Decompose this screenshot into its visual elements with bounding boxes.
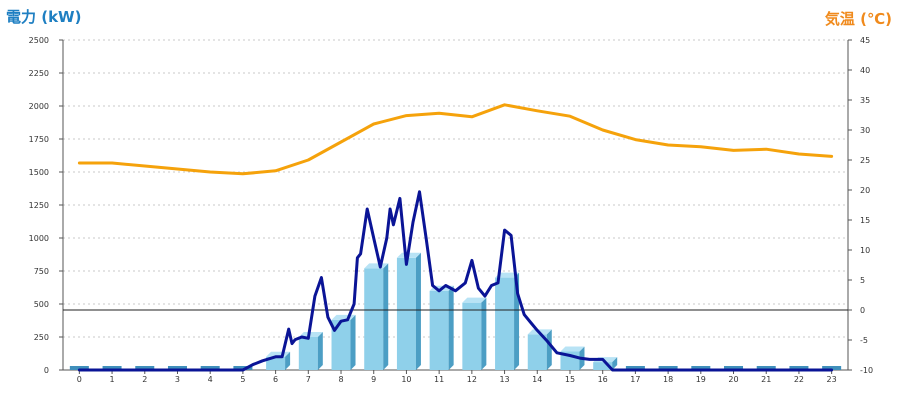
x-tick-label: 1 — [110, 375, 115, 384]
y-left-tick-label: 500 — [34, 300, 49, 309]
x-tick-label: 17 — [630, 375, 640, 384]
y-right-tick-label: 35 — [860, 96, 870, 105]
bar — [364, 268, 384, 370]
bar-baseline — [102, 366, 122, 370]
bar-baseline — [167, 366, 187, 370]
y-right-tick-label: 15 — [860, 216, 870, 225]
y-right-tick-label: 0 — [860, 306, 865, 315]
y-left-tick-label: 2250 — [29, 69, 49, 78]
y-right-tick-label: 10 — [860, 246, 870, 255]
bar-top — [560, 346, 585, 352]
y-right-tick-label: 30 — [860, 126, 870, 135]
y-left-tick-label: 250 — [34, 333, 49, 342]
x-tick-label: 9 — [371, 375, 376, 384]
y-left-tick-label: 2500 — [29, 36, 49, 45]
x-tick-label: 21 — [761, 375, 771, 384]
bar-baseline — [822, 366, 842, 370]
y-left-tick-label: 1750 — [29, 135, 49, 144]
y-right-tick-label: -5 — [860, 336, 868, 345]
temperature-line — [77, 103, 834, 176]
bar-baseline — [233, 366, 253, 370]
x-tick-label: 11 — [434, 375, 444, 384]
x-tick-label: 4 — [208, 375, 213, 384]
y-right-tick-label: 45 — [860, 36, 870, 45]
bar-side — [481, 297, 487, 370]
x-tick-label: 13 — [499, 375, 509, 384]
bar-side — [383, 263, 389, 370]
y-right-tick-label: 20 — [860, 186, 870, 195]
y-axis-right-title: 気温 (℃) — [824, 10, 892, 28]
y-right-tick-label: -10 — [860, 366, 873, 375]
bar-baseline — [789, 366, 809, 370]
bar-baseline — [135, 366, 155, 370]
x-tick-label: 6 — [273, 375, 278, 384]
x-tick-label: 20 — [728, 375, 738, 384]
bar — [266, 356, 286, 370]
bar-side — [317, 332, 323, 370]
x-tick-label: 0 — [77, 375, 82, 384]
y-right-tick-label: 5 — [860, 276, 865, 285]
bar-top — [298, 332, 323, 337]
bar-baseline — [69, 366, 89, 370]
bar — [298, 337, 318, 370]
bar-top — [462, 297, 487, 303]
y-right-tick-label: 40 — [860, 66, 870, 75]
y-left-tick-label: 750 — [34, 267, 49, 276]
bar-side — [612, 357, 618, 370]
bar-top — [495, 272, 520, 278]
y-axis-left-title: 電力 (kW) — [6, 8, 82, 26]
x-tick-label: 5 — [240, 375, 245, 384]
bar-baseline — [658, 366, 678, 370]
bar — [593, 362, 613, 370]
y-left-tick-label: 1250 — [29, 201, 49, 210]
x-tick-label: 8 — [338, 375, 343, 384]
x-tick-label: 3 — [175, 375, 180, 384]
bar-baseline — [691, 366, 711, 370]
y-left-tick-label: 2000 — [29, 102, 49, 111]
y-right-tick-label: 25 — [860, 156, 870, 165]
bar — [495, 277, 515, 370]
x-tick-label: 15 — [565, 375, 575, 384]
x-tick-label: 12 — [467, 375, 477, 384]
power-line — [77, 190, 834, 372]
y-left-tick-label: 1500 — [29, 168, 49, 177]
x-tick-label: 23 — [827, 375, 837, 384]
bar-side — [285, 351, 291, 370]
y-left-tick-label: 1000 — [29, 234, 49, 243]
x-tick-label: 16 — [598, 375, 608, 384]
x-tick-label: 2 — [142, 375, 147, 384]
bar-side — [448, 285, 454, 370]
bar — [527, 334, 547, 370]
bar — [462, 302, 482, 370]
x-tick-label: 7 — [306, 375, 311, 384]
x-tick-label: 14 — [532, 375, 542, 384]
bar-baseline — [200, 366, 220, 370]
bar-side — [546, 329, 552, 370]
x-tick-label: 19 — [696, 375, 706, 384]
bar — [396, 257, 416, 370]
bar — [429, 290, 449, 370]
y-left-tick-label: 0 — [44, 366, 49, 375]
bar-baseline — [756, 366, 776, 370]
x-tick-label: 22 — [794, 375, 804, 384]
bar-baseline — [724, 366, 744, 370]
bar-side — [415, 252, 421, 370]
bar-baseline — [625, 366, 645, 370]
bar — [331, 319, 351, 370]
x-tick-label: 18 — [663, 375, 673, 384]
bar-side — [350, 314, 356, 370]
x-tick-label: 10 — [401, 375, 411, 384]
